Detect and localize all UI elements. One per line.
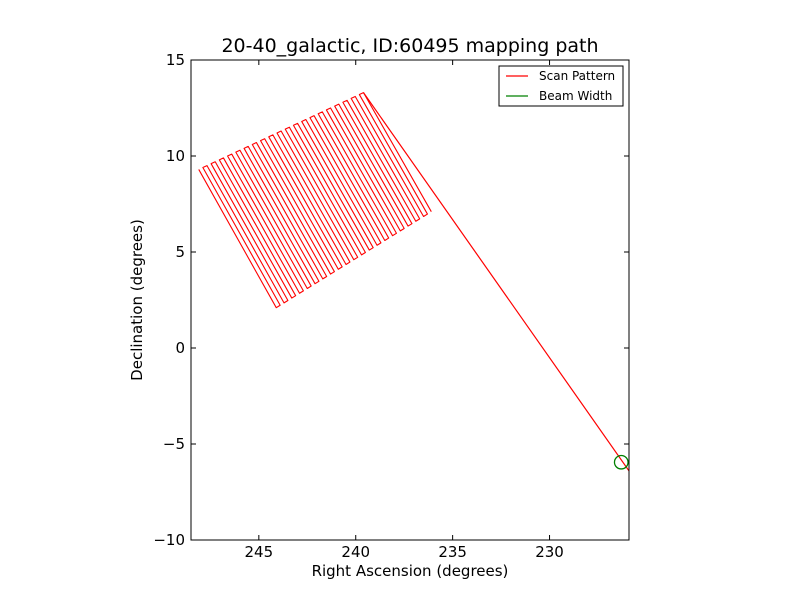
x-tick-label: 240	[341, 543, 370, 561]
legend-label-scan-pattern: Scan Pattern	[539, 69, 615, 83]
y-tick-label: −10	[153, 531, 185, 549]
y-tick-label: 5	[175, 243, 185, 261]
y-tick-label: −5	[163, 435, 185, 453]
x-tick-label: 235	[438, 543, 467, 561]
plot-area-frame	[190, 59, 630, 541]
y-tick-label: 15	[166, 51, 185, 69]
x-tick-label: 245	[245, 543, 274, 561]
y-tick-label: 10	[166, 147, 185, 165]
legend-label-beam-width: Beam Width	[539, 89, 612, 103]
chart-title: 20-40_galactic, ID:60495 mapping path	[221, 35, 598, 57]
x-tick-label: 230	[535, 543, 564, 561]
legend: Scan Pattern Beam Width	[498, 65, 624, 107]
scan-pattern-raster	[198, 92, 432, 309]
y-tick-label: 0	[175, 339, 185, 357]
scan-pattern-transit-line	[362, 92, 629, 472]
x-axis-label: Right Ascension (degrees)	[312, 562, 509, 580]
legend-box	[498, 65, 624, 107]
beam-width-circle	[613, 454, 629, 470]
y-axis-label: Declination (degrees)	[128, 219, 146, 381]
